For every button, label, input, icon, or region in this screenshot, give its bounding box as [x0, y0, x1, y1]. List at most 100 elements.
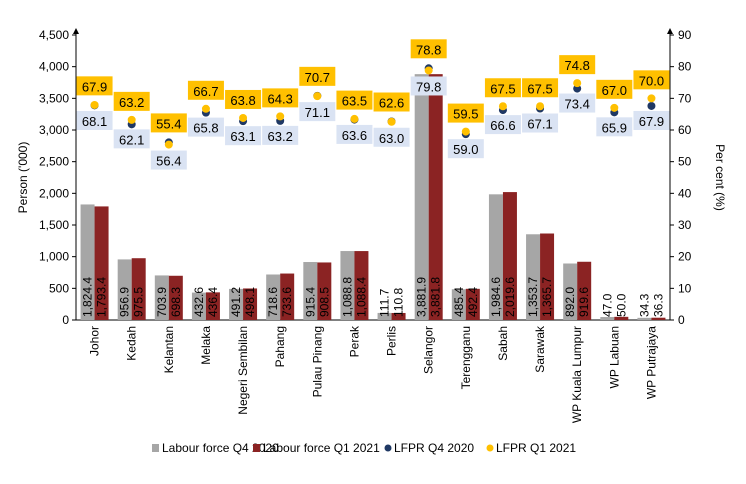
lfpr-q1-data-label: 66.7: [193, 84, 218, 99]
category-label: Pahang: [273, 326, 287, 367]
lfpr-q4-label-box: [633, 110, 670, 130]
bar: [154, 275, 169, 320]
bar-data-label: 47.0: [600, 293, 614, 317]
left-tick-label: 1,000: [39, 250, 69, 264]
lfpr-q4-label-box: [373, 127, 410, 147]
left-tick-label: 500: [49, 281, 69, 295]
lfpr-q4-data-label: 56.4: [156, 154, 181, 169]
lfpr-q4-label-box: [484, 115, 521, 135]
right-tick-label: 90: [678, 28, 692, 42]
lfpr-q1-label-box: [336, 90, 373, 110]
bar-data-label: 432.6: [192, 287, 206, 317]
bar: [131, 258, 146, 320]
legend-swatch: [152, 444, 159, 452]
lfpr-q4-data-label: 65.8: [193, 121, 218, 136]
lfpr-q4-data-label: 68.1: [82, 114, 107, 129]
bar-data-label: 733.6: [280, 287, 294, 317]
left-tick-label: 4,500: [39, 28, 69, 42]
lfpr-q4-data-label: 63.6: [342, 128, 367, 143]
category-label: Perak: [347, 325, 361, 357]
lfpr-q1-2021-point: [276, 112, 285, 121]
lfpr-q1-2021-point: [127, 115, 136, 124]
bar: [526, 234, 541, 320]
category-label: Sabah: [496, 326, 510, 361]
bar: [377, 312, 392, 320]
legend-label: LFPR Q1 2021: [496, 441, 576, 455]
lfpr-q1-label-box: [262, 88, 299, 108]
lfpr-q4-label-box: [187, 117, 224, 137]
lfpr-q1-2021-point: [239, 113, 248, 122]
lfpr-q4-data-label: 79.8: [416, 79, 441, 94]
lfpr-q4-label-box: [447, 139, 484, 159]
left-axis-title: Person ('000): [16, 142, 30, 214]
category-label: Negeri Sembilan: [236, 326, 250, 415]
legend-marker: [486, 444, 494, 452]
lfpr-q1-data-label: 74.8: [565, 58, 590, 73]
right-tick-label: 0: [678, 313, 685, 327]
right-tick-label: 70: [678, 91, 692, 105]
left-tick-label: 3,000: [39, 123, 69, 137]
bar: [465, 288, 480, 320]
bar-data-label: 3,881.9: [415, 277, 429, 317]
right-tick-label: 30: [678, 218, 692, 232]
bar: [502, 192, 517, 320]
bar: [488, 194, 503, 320]
bar: [117, 259, 132, 320]
category-label: Kedah: [125, 326, 139, 361]
bar: [428, 74, 443, 320]
lfpr-q4-label-box: [522, 113, 559, 133]
right-axis-arrow-icon: [667, 28, 673, 34]
lfpr-q1-data-label: 67.0: [602, 83, 627, 98]
bar-data-label: 1,824.4: [81, 277, 95, 317]
bar: [191, 292, 206, 320]
bar: [637, 317, 652, 320]
right-tick-label: 60: [678, 123, 692, 137]
lfpr-q1-2021-point: [573, 79, 582, 88]
bar-data-label: 956.9: [118, 287, 132, 317]
lfpr-q1-label-box: [484, 78, 521, 98]
lfpr-q1-2021-point: [350, 114, 359, 123]
bar-data-label: 2,019.6: [503, 277, 517, 317]
lfpr-q4-label-box: [336, 124, 373, 144]
legend-label: Labour force Q4 2020: [162, 441, 279, 455]
bar: [414, 74, 429, 320]
bar-data-label: 3,881.8: [429, 277, 443, 317]
bar-data-label: 491.2: [229, 287, 243, 317]
lfpr-q1-2021-point: [536, 102, 545, 111]
lfpr-q1-data-label: 67.9: [82, 79, 107, 94]
left-tick-label: 1,500: [39, 218, 69, 232]
lfpr-q1-label-box: [633, 70, 670, 90]
right-tick-label: 20: [678, 250, 692, 264]
bar: [80, 204, 95, 320]
bar: [563, 263, 578, 320]
lfpr-q1-label-box: [299, 66, 336, 86]
category-label: Johor: [88, 326, 102, 356]
bar: [651, 317, 666, 320]
bar: [168, 275, 183, 320]
lfpr-q1-label-box: [559, 55, 596, 75]
bar-data-label: 919.6: [577, 287, 591, 317]
category-label: Selangor: [422, 326, 436, 374]
lfpr-q1-label-box: [76, 76, 113, 96]
category-label: WP Putrajaya: [644, 326, 658, 399]
bar-data-label: 1,793.4: [95, 277, 109, 317]
lfpr-q4-data-label: 63.2: [268, 129, 293, 144]
lfpr-q1-2021-point: [313, 92, 322, 101]
lfpr-q4-label-box: [113, 129, 150, 149]
right-tick-label: 50: [678, 155, 692, 169]
right-tick-label: 80: [678, 60, 692, 74]
lfpr-q1-2021-point: [387, 117, 396, 126]
lfpr-q1-label-box: [596, 79, 633, 99]
bar: [243, 288, 258, 320]
bar-data-label: 718.6: [266, 287, 280, 317]
bar: [451, 289, 466, 320]
category-label: WP Labuan: [607, 326, 621, 389]
left-axis-arrow-icon: [73, 28, 79, 34]
lfpr-q4-label-box: [410, 76, 447, 96]
lfpr-q1-label-box: [225, 89, 262, 109]
bar-data-label: 111.7: [378, 288, 392, 317]
bar-data-label: 703.9: [155, 287, 169, 317]
lfpr-q1-label-box: [150, 113, 187, 133]
lfpr-q1-2021-point: [610, 103, 619, 112]
